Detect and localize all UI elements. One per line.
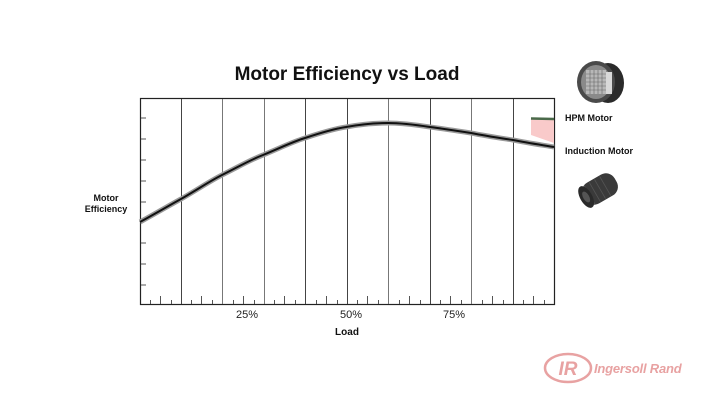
y-axis-label-line2: Efficiency	[84, 204, 128, 214]
hpm-motor-image	[577, 61, 624, 103]
y-axis-label: Motor Efficiency	[72, 193, 140, 215]
legend-hpm-motor: HPM Motor	[565, 113, 613, 123]
x-tick-50: 50%	[339, 309, 363, 321]
y-axis-label-line1: Motor	[93, 193, 119, 203]
x-axis-label: Load	[335, 327, 359, 338]
ir-logo-mark-icon: IR	[543, 352, 593, 384]
brand-name: Ingersoll Rand	[594, 361, 682, 376]
x-tick-25: 25%	[235, 309, 259, 321]
chart-title: Motor Efficiency vs Load	[234, 64, 460, 85]
ingersoll-rand-logo: IR Ingersoll Rand	[542, 350, 712, 386]
svg-text:IR: IR	[559, 359, 578, 380]
y-axis-ticks	[141, 117, 146, 286]
hpm-advantage-region	[531, 119, 554, 143]
x-axis-minor-ticks	[150, 296, 545, 304]
induction-motor-image	[578, 173, 618, 208]
hpm-efficiency-line	[530, 117, 555, 121]
x-tick-75: 75%	[442, 309, 466, 321]
legend-induction-motor: Induction Motor	[565, 146, 633, 156]
